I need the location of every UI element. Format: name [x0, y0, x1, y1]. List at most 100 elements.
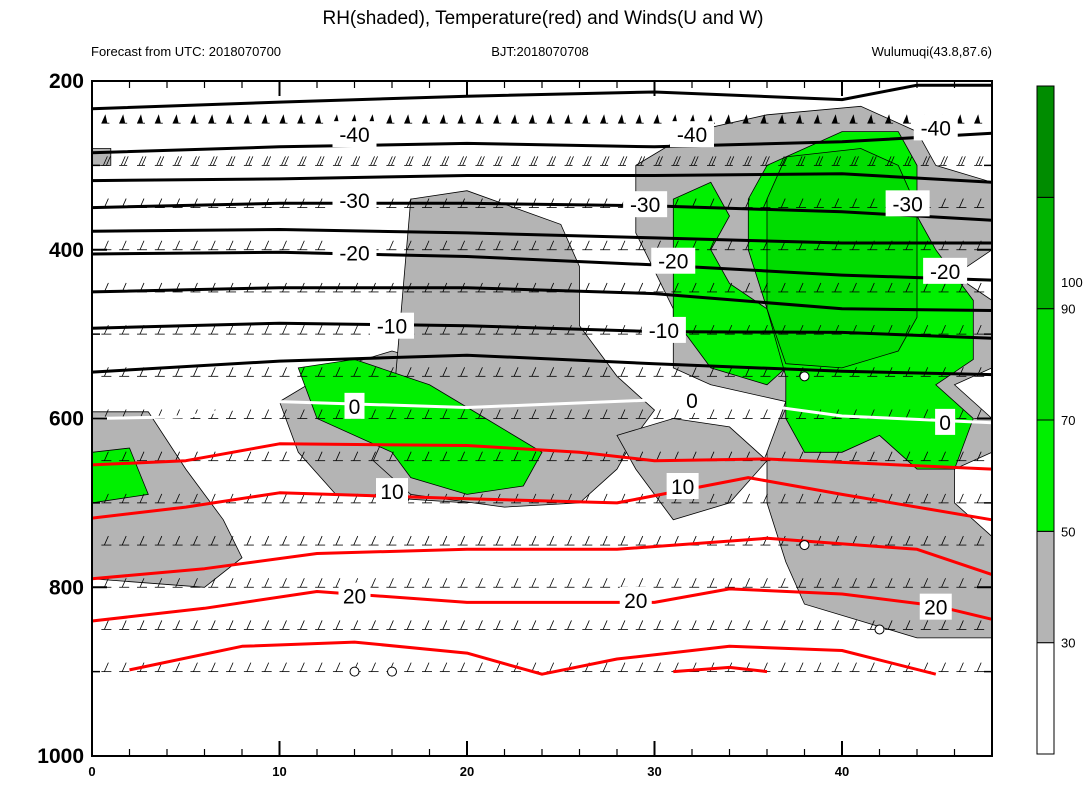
wind-barb-feather: [941, 493, 946, 504]
wind-barb-feather: [941, 198, 946, 208]
wind-barb-feather: [478, 451, 483, 461]
wind-barb-feather: [177, 156, 182, 166]
wind-barb-feather: [282, 535, 287, 546]
wind-barb-feather: [513, 578, 519, 588]
wind-barb-flag: [332, 114, 339, 124]
contour-label: -10: [377, 316, 407, 339]
wind-barb-feather: [852, 578, 857, 588]
wind-barb-feather: [175, 535, 180, 546]
contour-label-box: [919, 593, 952, 620]
wind-barb-feather: [690, 156, 696, 166]
wind-barb-feather: [513, 367, 519, 377]
wind-barb-feather: [763, 409, 768, 419]
wind-barb-feather: [691, 620, 697, 630]
wind-barb-feather: [139, 620, 145, 630]
wind-barb-feather: [121, 451, 127, 461]
wind-barb-feather: [549, 578, 555, 588]
wind-barb-feather: [691, 282, 697, 293]
wind-barb-feather: [549, 620, 555, 630]
y-tick-label: 400: [49, 239, 84, 262]
wind-barb-feather: [941, 620, 946, 630]
wind-barb-feather: [406, 409, 412, 419]
wind-barb-feather: [905, 535, 911, 546]
wind-barb-feather: [745, 198, 750, 208]
wind-barb-feather: [551, 156, 557, 166]
wind-barb-feather: [442, 240, 448, 250]
contour-label-box: [666, 473, 699, 499]
contour-label-box: [885, 190, 930, 217]
wind-barb-feather: [370, 156, 375, 166]
wind-barb-flag: [154, 114, 161, 124]
wind-barb-feather: [174, 156, 179, 166]
wind-barb-feather: [869, 282, 875, 293]
wind-barb-feather: [335, 620, 341, 630]
wind-barb-feather: [567, 240, 572, 250]
wind-barb-feather: [727, 578, 733, 588]
wind-barb-feather: [923, 620, 929, 630]
wind-barb-flag: [439, 114, 446, 124]
wind-barb-feather: [228, 367, 234, 377]
wind-barb-feather: [763, 620, 768, 630]
wind-barb-feather: [282, 324, 287, 335]
wind-barb-feather: [638, 535, 644, 546]
wind-barb-feather: [389, 535, 394, 546]
wind-barb-flag: [404, 114, 411, 124]
wind-barb-flag: [172, 114, 179, 124]
wind-barb-feather: [139, 493, 145, 504]
wind-barb-feather: [566, 156, 571, 166]
wind-barb-feather: [157, 620, 163, 630]
colorbar-label: 70: [1061, 413, 1075, 428]
wind-barb-feather: [887, 578, 893, 588]
wind-barb-feather: [513, 620, 519, 630]
wind-barb-flag: [315, 114, 322, 124]
wind-barb-feather: [727, 240, 733, 250]
colorbar-segment: [1036, 530, 1055, 644]
wind-barb-flag: [796, 114, 803, 124]
contour-label: 20: [343, 586, 366, 609]
wind-barb-feather: [941, 662, 946, 672]
wind-barb-feather: [478, 367, 483, 377]
wind-barb-feather: [567, 578, 572, 588]
wind-barb-feather: [975, 156, 981, 166]
wind-barb-feather: [620, 409, 626, 419]
wind-barb-feather: [371, 451, 376, 461]
wind-barb-feather: [266, 156, 272, 166]
wind-barb-feather: [691, 367, 697, 377]
wind-barb-feather: [549, 662, 555, 672]
wind-barb-feather: [424, 578, 430, 588]
y-tick-label: 200: [49, 70, 84, 93]
wind-barb-feather: [104, 451, 109, 461]
wind-barb-flag: [564, 114, 571, 124]
wind-barb-feather: [424, 535, 430, 546]
wind-barb-feather: [798, 198, 804, 208]
wind-barb-feather: [923, 451, 929, 461]
calm-marker: [349, 666, 360, 677]
wind-barb-feather: [602, 240, 608, 250]
wind-barb-feather: [478, 535, 483, 546]
wind-barb-feather: [869, 662, 875, 672]
wind-barb-feather: [388, 156, 393, 166]
wind-barb-feather: [371, 535, 376, 546]
wind-barb-flag: [226, 114, 233, 124]
wind-barb-feather: [656, 662, 661, 672]
y-tick-label: 800: [49, 576, 84, 599]
wind-barb-feather: [460, 240, 465, 250]
wind-barb-feather: [533, 156, 539, 166]
contour-label-box: [670, 121, 714, 148]
wind-barb-feather: [175, 578, 180, 588]
wind-barb-feather: [922, 156, 928, 166]
wind-barb-feather: [513, 535, 519, 546]
chart-title: RH(shaded), Temperature(red) and Winds(U…: [322, 8, 763, 29]
wind-barb-feather: [264, 240, 270, 250]
wind-barb-feather: [104, 535, 109, 546]
wind-barb-feather: [727, 198, 733, 208]
wind-barb-feather: [531, 367, 537, 377]
wind-barb-feather: [584, 578, 590, 588]
wind-barb-feather: [816, 578, 822, 588]
wind-barb-feather: [282, 409, 287, 419]
wind-barb-feather: [282, 367, 287, 377]
temperature-contour-cold: [91, 172, 993, 184]
wind-barb-feather: [729, 156, 735, 166]
wind-barb-feather: [337, 156, 343, 166]
temperature-contour-warm: [91, 476, 993, 522]
